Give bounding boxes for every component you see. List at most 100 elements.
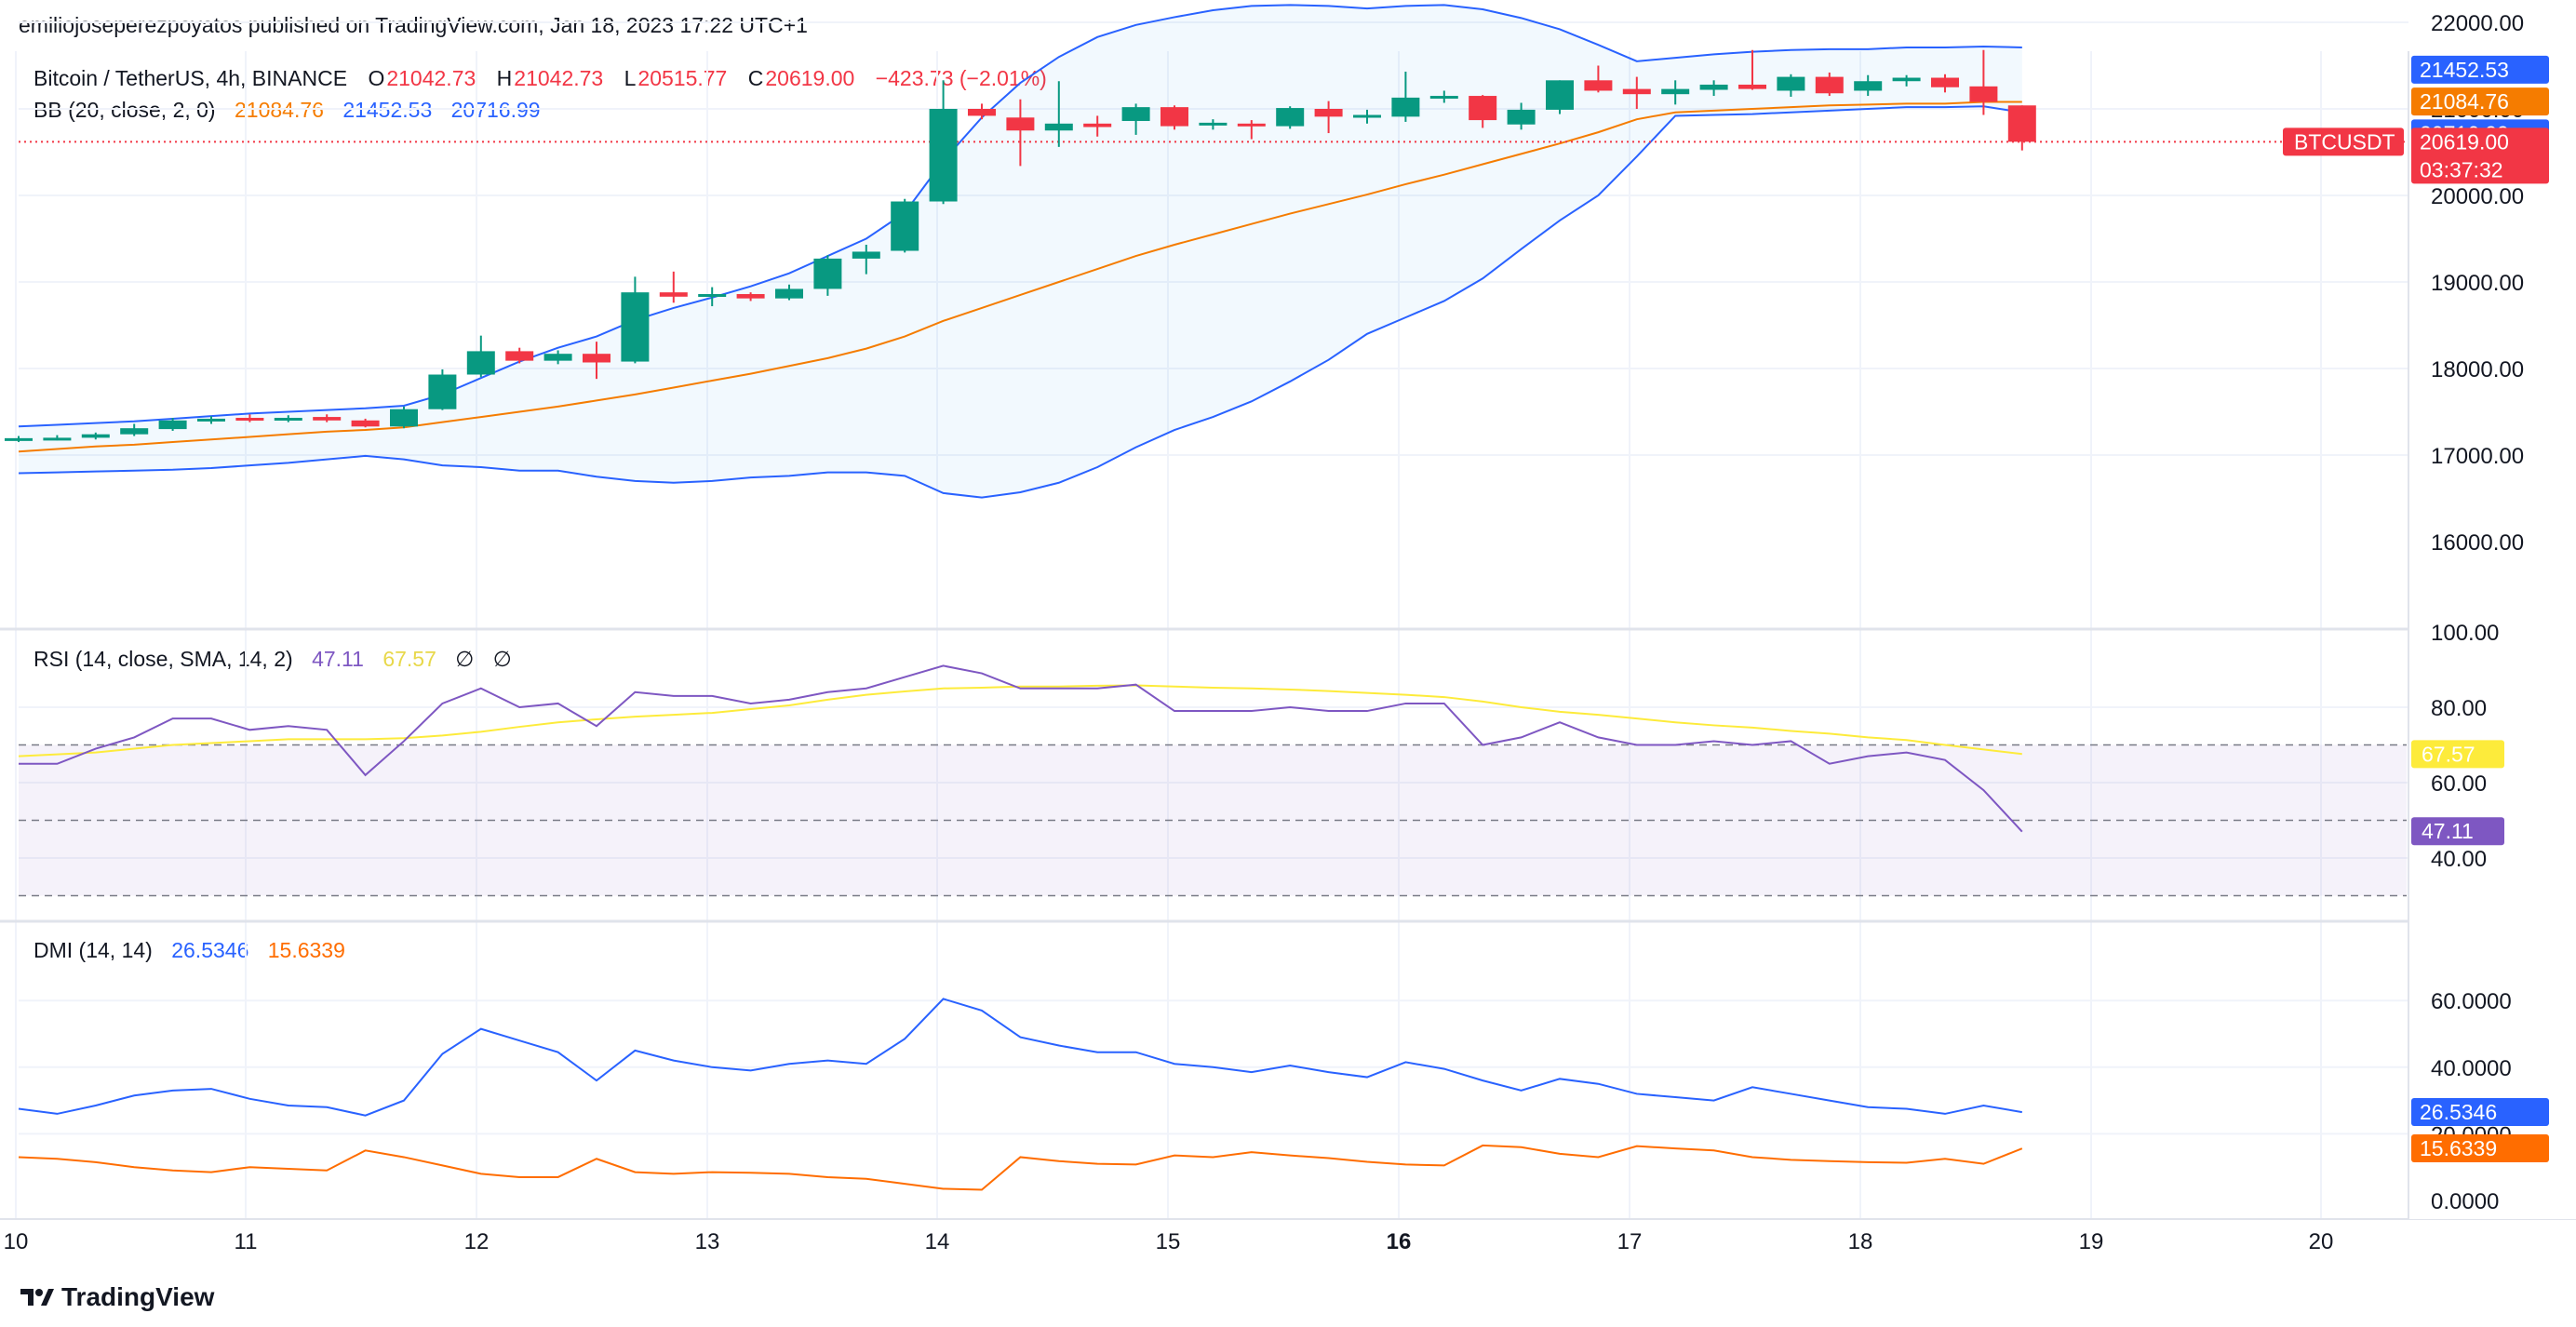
candle bbox=[891, 198, 919, 253]
tradingview-icon bbox=[20, 1289, 54, 1306]
candle bbox=[1044, 81, 1073, 147]
candle-body bbox=[852, 251, 880, 259]
candle bbox=[583, 342, 610, 380]
rsi-extra-1: ∅ bbox=[455, 647, 475, 671]
candle bbox=[659, 271, 688, 303]
bb-basis-badge-bg bbox=[2411, 87, 2549, 116]
candle-body bbox=[1931, 77, 1959, 87]
rsi-ma-badge: 67.57 bbox=[2422, 742, 2475, 766]
candle-body bbox=[1314, 109, 1343, 117]
time-tick-label: 18 bbox=[1848, 1229, 1873, 1254]
candle bbox=[1661, 80, 1690, 105]
plus-di-badge: 26.5346 bbox=[2420, 1100, 2497, 1124]
rsi-tick-label: 40.00 bbox=[2431, 847, 2487, 872]
candle-body bbox=[2007, 105, 2036, 142]
candle-body bbox=[1507, 109, 1536, 125]
candle bbox=[313, 414, 342, 422]
high-label: H bbox=[496, 66, 513, 90]
minus-di-badge-bg bbox=[2411, 1134, 2549, 1163]
time-tick-label: 20 bbox=[2309, 1229, 2334, 1254]
candle bbox=[505, 347, 534, 364]
candle bbox=[775, 284, 803, 301]
candle bbox=[120, 423, 149, 436]
candle-body bbox=[929, 109, 958, 202]
dmi-tick-label: 40.0000 bbox=[2431, 1056, 2512, 1081]
candle-body bbox=[1353, 114, 1381, 118]
candle bbox=[929, 80, 958, 205]
bb-upper-badge: 21452.53 bbox=[2420, 58, 2509, 82]
candle-body bbox=[621, 292, 650, 362]
price-axis-bg bbox=[2409, 51, 2576, 1219]
candle-body bbox=[1469, 96, 1497, 121]
candle-body bbox=[1546, 80, 1574, 110]
candle bbox=[813, 255, 842, 296]
candle-body bbox=[543, 354, 572, 361]
rsi-ma-line bbox=[18, 684, 2022, 757]
candle-body bbox=[1391, 97, 1420, 117]
candle-body bbox=[1969, 86, 1998, 102]
candle bbox=[235, 414, 264, 422]
low-label: L bbox=[624, 66, 637, 90]
symbol-badge: BTCUSDT bbox=[2294, 129, 2395, 154]
dmi-pane bbox=[18, 998, 2023, 1191]
candle bbox=[1931, 74, 1959, 93]
rsi-legend[interactable]: RSI (14, close, SMA, 14, 2) 47.11 67.57 … bbox=[34, 647, 514, 672]
candle bbox=[1622, 76, 1651, 109]
publisher-line: emiliojoseperezpoyatos published on Trad… bbox=[19, 13, 808, 37]
candle bbox=[81, 432, 110, 440]
rsi-extra-2: ∅ bbox=[492, 647, 512, 671]
candle bbox=[1006, 99, 1035, 167]
candle-body bbox=[1199, 122, 1228, 126]
symbol-badge-bg bbox=[2283, 127, 2404, 156]
candle-body bbox=[43, 437, 72, 441]
candle-body bbox=[813, 258, 842, 289]
time-tick-label: 19 bbox=[2079, 1229, 2104, 1254]
close-label: C bbox=[747, 66, 764, 90]
countdown-label: 03:37:32 bbox=[2420, 157, 2503, 181]
candle-body bbox=[466, 351, 495, 375]
plus-di-line bbox=[18, 998, 2022, 1117]
bb-lower-line bbox=[18, 105, 2022, 499]
candle bbox=[1276, 106, 1305, 129]
bb-basis-line bbox=[18, 101, 2022, 453]
symbol-label[interactable]: Bitcoin / TetherUS, 4h, BINANCE bbox=[34, 66, 348, 90]
candle bbox=[1738, 49, 1766, 90]
candle bbox=[1199, 119, 1228, 130]
candle-body bbox=[1854, 81, 1883, 91]
tradingview-logo[interactable]: TradingView bbox=[20, 1282, 214, 1312]
candle-body bbox=[505, 351, 534, 361]
grid-lines bbox=[15, 21, 2408, 1219]
open-value: 21042.73 bbox=[386, 66, 476, 90]
rsi-value: 47.11 bbox=[312, 647, 364, 671]
candle-body bbox=[1083, 123, 1112, 127]
bb-basis-badge: 21084.76 bbox=[2420, 89, 2509, 114]
dmi-legend[interactable]: DMI (14, 14) 26.5346 15.6339 bbox=[34, 938, 347, 963]
candle-body bbox=[274, 418, 302, 422]
candle-body bbox=[1738, 84, 1766, 89]
candle bbox=[43, 435, 72, 441]
dmi-tick-label: 0.0000 bbox=[2431, 1189, 2499, 1214]
candle-body bbox=[1161, 107, 1188, 127]
candle bbox=[1507, 102, 1536, 130]
candle-body bbox=[428, 374, 457, 409]
price-badges: 21452.5321084.7620716.9920619.0003:37:32… bbox=[2283, 55, 2549, 1163]
candle-body bbox=[736, 294, 765, 299]
candle-body bbox=[968, 109, 996, 116]
candle-body bbox=[235, 418, 264, 422]
candle bbox=[2007, 105, 2036, 151]
pane-frame bbox=[0, 51, 2576, 1220]
last-price-badge-bg bbox=[2411, 127, 2549, 184]
time-tick-label: 10 bbox=[4, 1229, 29, 1254]
candle-body bbox=[351, 420, 380, 427]
last-price-badge: 20619.00 bbox=[2420, 129, 2509, 154]
candle-body bbox=[197, 418, 225, 422]
candle bbox=[274, 415, 302, 422]
candle-body bbox=[1584, 80, 1613, 91]
candles bbox=[5, 49, 2036, 443]
candle bbox=[158, 418, 187, 431]
rsi-tick-label: 100.00 bbox=[2431, 621, 2499, 646]
candle bbox=[1429, 90, 1458, 103]
bb-upper-badge-bg bbox=[2411, 55, 2549, 84]
candle-body bbox=[1892, 77, 1921, 82]
